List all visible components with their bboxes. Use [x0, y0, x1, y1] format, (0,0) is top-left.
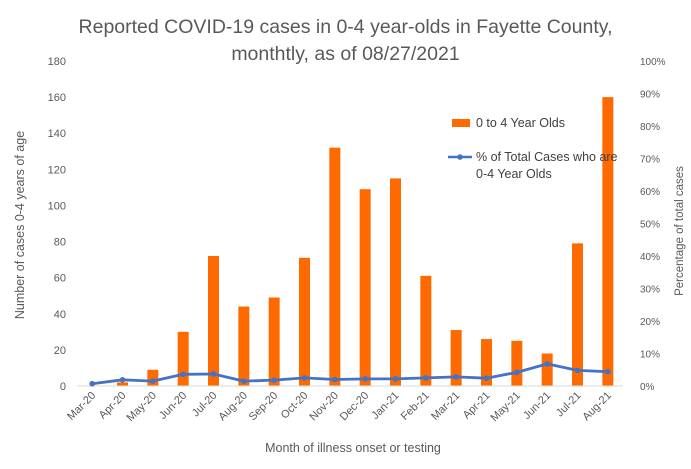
x-tick-label: Jan-21: [369, 390, 401, 422]
line-path: [91, 362, 608, 386]
x-tick-label: Mar-20: [65, 390, 98, 423]
legend-bar-label: 0 to 4 Year Olds: [476, 116, 565, 130]
bar-series: [117, 97, 614, 386]
legend-line-label-1: % of Total Cases who are: [476, 150, 618, 164]
bar: [177, 331, 189, 386]
x-tick-label: Sep-20: [247, 390, 281, 424]
right-tick-label: 50%: [640, 220, 660, 231]
x-tick-label: Apr-20: [97, 390, 129, 422]
bar: [541, 353, 553, 386]
line-point: [119, 377, 126, 383]
chart-title-line-1: Reported COVID-19 cases in 0-4 year-olds…: [78, 16, 613, 38]
x-tick-label: Mar-21: [429, 390, 462, 423]
x-axis-title: Month of illness onset or testing: [265, 441, 441, 455]
x-tick-label: Aug-21: [580, 390, 614, 424]
bar: [208, 256, 219, 386]
x-tick-label: Nov-20: [307, 390, 341, 424]
x-tick-label: Jun-21: [521, 390, 553, 422]
x-tick-label: Jun-20: [157, 390, 189, 422]
left-tick-label: 120: [48, 164, 66, 176]
legend-line-marker: [457, 154, 463, 160]
left-tick-label: 60: [54, 273, 66, 285]
legend-bar-swatch: [452, 119, 470, 127]
bar: [299, 257, 310, 386]
line-point: [241, 378, 247, 384]
line-point: [423, 375, 429, 381]
line-point: [574, 367, 581, 374]
bar: [481, 339, 492, 386]
x-tick-label: May-21: [489, 390, 523, 424]
left-tick-label: 100: [48, 200, 66, 212]
line-point: [301, 375, 308, 381]
right-tick-label: 10%: [640, 350, 660, 361]
left-tick-label: 180: [48, 56, 66, 68]
bar: [238, 306, 250, 386]
line-point: [180, 371, 186, 378]
line-point: [605, 368, 611, 375]
line-point: [544, 361, 550, 367]
bar: [420, 275, 432, 386]
left-tick-label: 40: [54, 309, 66, 321]
right-tick-label: 80%: [640, 122, 660, 133]
right-tick-label: 60%: [640, 187, 660, 198]
line-point: [210, 371, 217, 377]
bar: [359, 189, 371, 386]
left-tick-label: 0: [60, 381, 66, 393]
bar: [268, 297, 280, 386]
right-tick-label: 0%: [640, 382, 655, 393]
line-point: [150, 378, 156, 384]
left-tick-label: 80: [54, 237, 66, 249]
legend-line-label-2: 0-4 Year Olds: [476, 167, 552, 181]
right-tick-label: 30%: [640, 285, 660, 296]
line-series: [89, 361, 611, 387]
left-tick-label: 140: [48, 128, 66, 140]
bar: [329, 147, 341, 386]
chart-title-line-2: monthtly, as of 08/27/2021: [231, 43, 460, 65]
x-tick-label: Feb-21: [399, 390, 432, 423]
line-point: [514, 369, 520, 376]
y2-axis-title: Percentage of total cases: [674, 166, 686, 296]
left-tick-label: 20: [54, 345, 66, 357]
bar: [390, 178, 401, 386]
right-tick-label: 100%: [640, 57, 666, 68]
line-point: [89, 380, 95, 387]
line-point: [362, 376, 368, 382]
line-point: [332, 376, 338, 383]
legend: 0 to 4 Year Olds % of Total Cases who ar…: [448, 116, 618, 181]
left-tick-label: 160: [48, 92, 66, 104]
bar: [602, 97, 614, 386]
left-axis-ticks: 0 20 40 60 80 100 120 140 160 180: [48, 56, 66, 393]
line-point: [453, 374, 459, 380]
x-tick-label: May-20: [125, 390, 159, 424]
x-tick-label: Aug-20: [216, 390, 250, 424]
right-tick-label: 90%: [640, 90, 660, 101]
x-tick-label: Apr-21: [461, 390, 493, 422]
y-axis-title: Number of cases 0-4 years of age: [13, 131, 27, 319]
bar: [572, 243, 583, 386]
right-tick-label: 20%: [640, 317, 660, 328]
right-axis-ticks: 0% 10% 20% 30% 40% 50% 60% 70% 80% 90% 100%: [640, 57, 666, 393]
right-tick-label: 40%: [640, 252, 660, 263]
bar: [511, 340, 523, 386]
x-tick-label: Dec-20: [338, 390, 372, 424]
bar: [450, 330, 462, 386]
x-tick-label: Oct-20: [279, 390, 311, 422]
line-point: [271, 377, 277, 383]
right-tick-label: 70%: [640, 155, 660, 166]
bar: [147, 369, 159, 386]
line-point: [483, 375, 490, 382]
bar: [117, 382, 128, 386]
line-point: [392, 376, 399, 382]
